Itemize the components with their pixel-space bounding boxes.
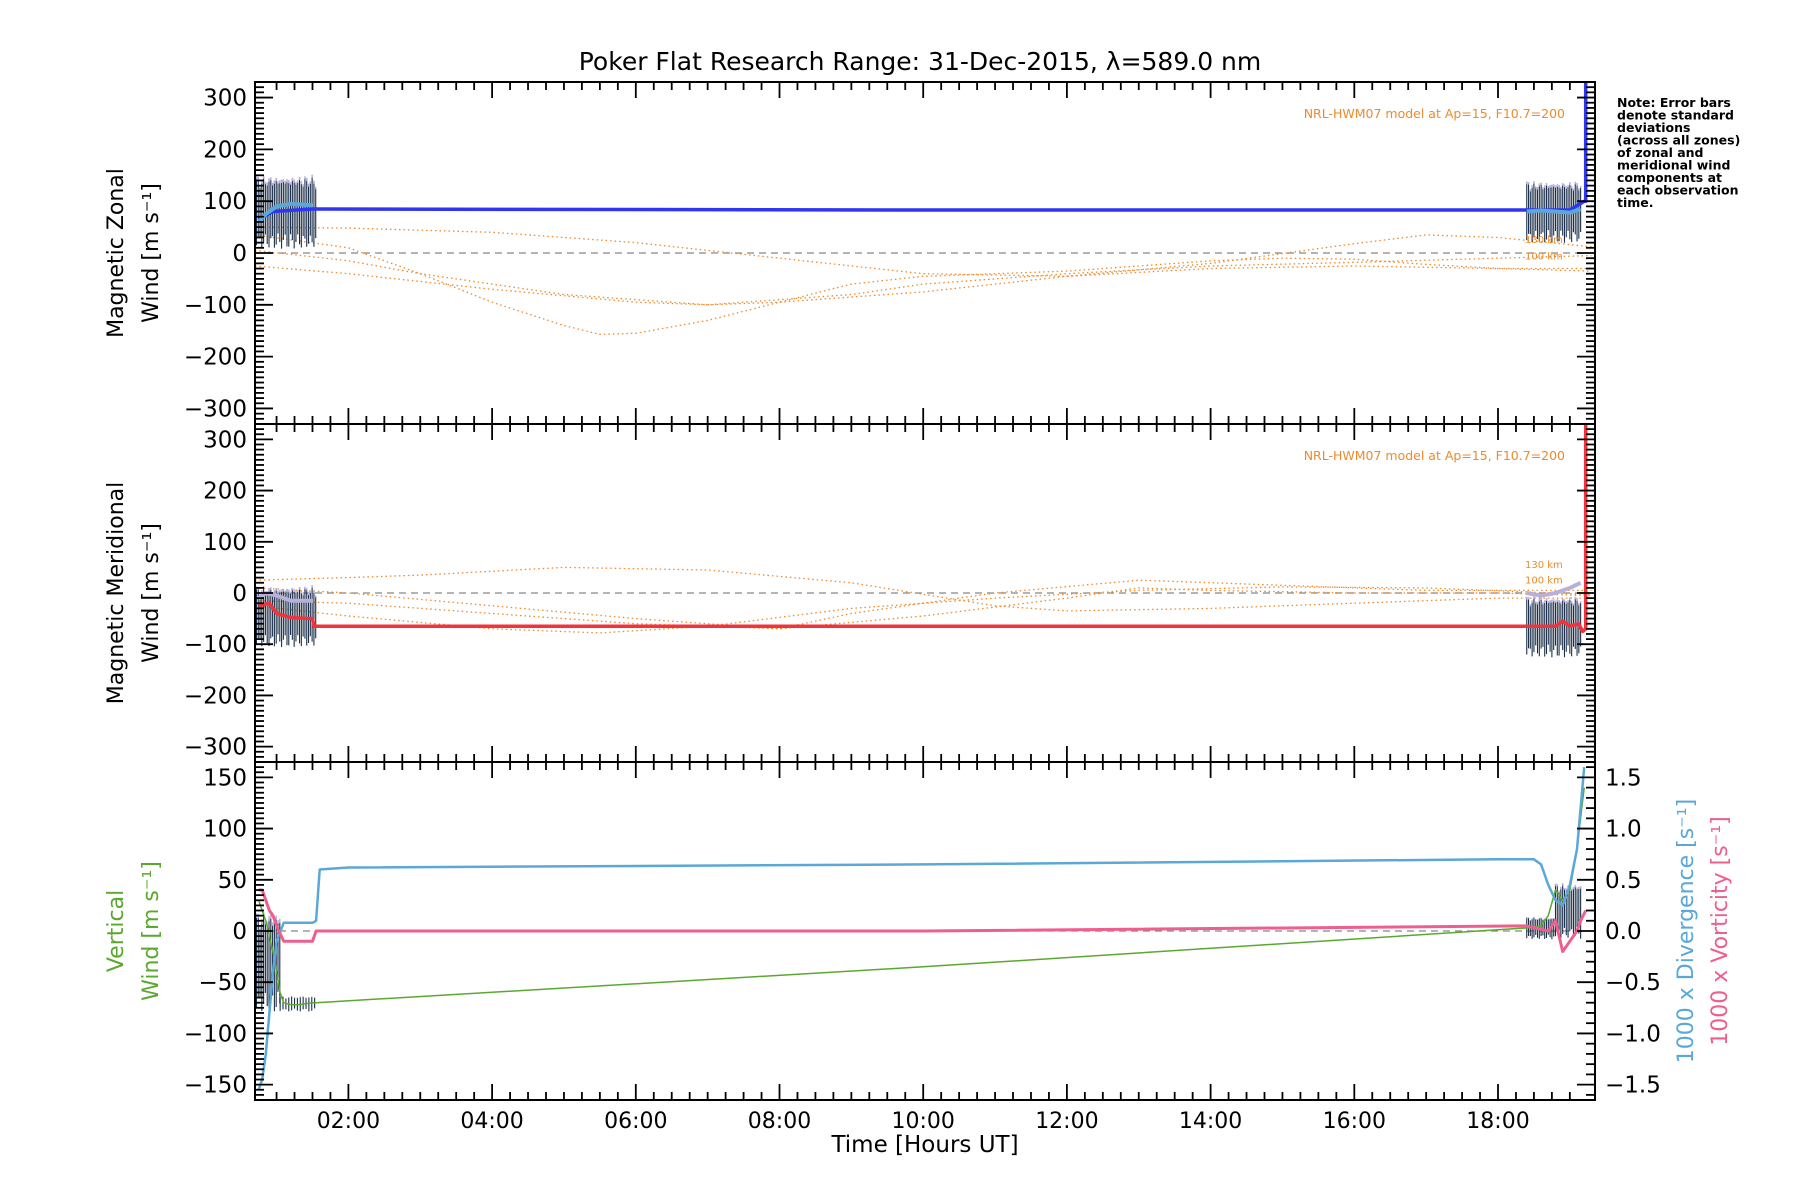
model-line	[254, 234, 1592, 336]
chart-title: Poker Flat Research Range: 31-Dec-2015, …	[579, 47, 1262, 76]
note-line: each observation	[1617, 183, 1739, 198]
altitude-label: 130 km	[1525, 235, 1563, 246]
chart-panels: NRL-HWM07 model at Ap=15, F10.7=200 130 k…	[104, 81, 1733, 1158]
note-line: meridional wind	[1617, 158, 1730, 173]
x-tick-label: 10:00	[892, 1109, 955, 1134]
y-tick-label: −100	[184, 632, 247, 658]
model-label: NRL-HWM07 model at Ap=15, F10.7=200	[1304, 106, 1565, 121]
series-vertical-wind	[257, 787, 1585, 1006]
panel-zonal: NRL-HWM07 model at Ap=15, F10.7=200 130 k…	[104, 81, 1596, 425]
x-tick-label: 14:00	[1179, 1109, 1242, 1134]
model-line	[254, 226, 1592, 277]
y-tick-label: −300	[184, 735, 247, 761]
y2-tick-label: −1.5	[1605, 1073, 1661, 1099]
x-tick-label: 18:00	[1466, 1109, 1529, 1134]
y-tick-label: −100	[184, 293, 247, 319]
y-tick-label: −200	[184, 683, 247, 709]
y2-tick-label: −1.0	[1605, 1021, 1661, 1047]
note-line: time.	[1617, 195, 1654, 210]
y-tick-label: 300	[203, 427, 247, 453]
series-mean-wind-late-	[1526, 580, 1582, 598]
y-tick-label: 100	[203, 817, 247, 843]
y-tick-label: −200	[184, 345, 247, 371]
series-vorticity	[258, 888, 1588, 953]
note-line: components at	[1617, 170, 1722, 185]
x-tick-label: 04:00	[460, 1109, 523, 1134]
y-label-line2: Wind [m s⁻¹]	[139, 183, 164, 323]
model-line	[254, 566, 1592, 612]
altitude-label: 100 km	[1525, 575, 1563, 586]
y2-tick-label: −0.5	[1605, 970, 1661, 996]
note-line: deviations	[1617, 120, 1690, 135]
y2-label-vorticity: 1000 x Vorticity [s⁻¹]	[1708, 816, 1733, 1046]
panel-vertical: 150 100 50 0 −50 −100 −150 1.5 1.0 0.5 0.0 −0.5 −1.0…	[104, 761, 1733, 1158]
y2-tick-label: 0.5	[1605, 868, 1642, 894]
y-label-line2: Wind [m s⁻¹]	[139, 523, 164, 663]
y-tick-label: 200	[203, 479, 247, 505]
y-label-line1: Magnetic Meridional	[104, 482, 129, 704]
note-line: of zonal and	[1617, 145, 1704, 160]
y-tick-label: 0	[232, 241, 247, 267]
x-tick-label: 02:00	[317, 1109, 380, 1134]
model-line	[254, 586, 1592, 634]
series-mean-wind-late-	[1526, 207, 1582, 215]
y2-label-divergence: 1000 x Divergence [s⁻¹]	[1674, 799, 1699, 1063]
note-line: Note: Error bars	[1617, 95, 1731, 110]
model-label: NRL-HWM07 model at Ap=15, F10.7=200	[1304, 448, 1565, 463]
x-tick-label: 08:00	[748, 1109, 811, 1134]
y-label-line1: Magnetic Zonal	[104, 168, 129, 338]
y-tick-label: 0	[232, 919, 247, 945]
note-line: (across all zones)	[1617, 133, 1740, 148]
x-tick-label: 12:00	[1035, 1109, 1098, 1134]
y-tick-label: 0	[232, 581, 247, 607]
model-line	[254, 579, 1592, 630]
y2-tick-label: 0.0	[1605, 919, 1642, 945]
altitude-label: 100 km	[1525, 251, 1563, 262]
altitude-label: 130 km	[1525, 560, 1563, 571]
y-tick-label: −100	[184, 1021, 247, 1047]
y-tick-label: −150	[184, 1073, 247, 1099]
y-label-line1: Vertical	[104, 890, 129, 972]
y-tick-label: 50	[218, 868, 247, 894]
note-line: denote standard	[1617, 108, 1734, 123]
y-tick-label: −50	[198, 970, 247, 996]
series-mean-wind-early-	[257, 591, 313, 603]
y-label-line2: Wind [m s⁻¹]	[139, 861, 164, 1001]
y2-tick-label: 1.5	[1605, 765, 1642, 791]
series-meridional-wind	[258, 424, 1588, 634]
y-tick-label: 100	[203, 530, 247, 556]
y-tick-label: 100	[203, 189, 247, 215]
panel-meridional: NRL-HWM07 model at Ap=15, F10.7=200 130 k…	[104, 423, 1596, 763]
series-divergence	[257, 766, 1586, 1091]
x-axis-label: Time [Hours UT]	[830, 1132, 1018, 1158]
x-tick-label: 16:00	[1323, 1109, 1386, 1134]
y-tick-label: 150	[203, 765, 247, 791]
y-tick-label: −300	[184, 396, 247, 422]
y-tick-label: 200	[203, 137, 247, 163]
x-tick-label: 06:00	[604, 1109, 667, 1134]
y-tick-label: 300	[203, 86, 247, 112]
y2-tick-label: 1.0	[1605, 817, 1642, 843]
